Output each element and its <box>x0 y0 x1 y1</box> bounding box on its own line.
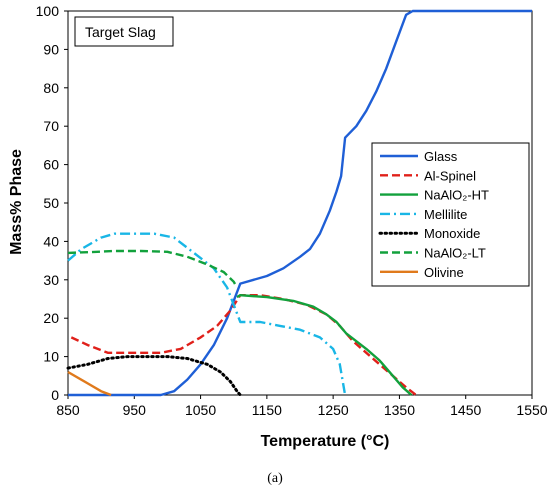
legend: Glass Al-Spinel NaAlO₂-HT Mellilite Monoxide… <box>371 142 530 287</box>
y-tick-label: 40 <box>43 233 59 249</box>
y-tick-label: 10 <box>43 349 59 365</box>
x-tick-label: 1150 <box>252 402 282 418</box>
legend-label-naalo-lt: NaAlO₂-LT <box>424 246 486 261</box>
annotation-text: Target Slag <box>85 24 156 40</box>
axes <box>64 10 533 399</box>
series-line-mellilite <box>67 232 347 396</box>
x-tick-label: 1450 <box>450 402 481 418</box>
x-tick-label: 850 <box>56 402 80 418</box>
legend-label-olivine: Olivine <box>424 265 464 280</box>
series-line-monoxide <box>66 355 242 397</box>
figure-caption: (a) <box>267 471 283 486</box>
series-line-naalo-lt <box>67 249 239 289</box>
y-axis-title: Mass% Phase <box>8 149 25 255</box>
y-tick-label: 100 <box>36 3 60 19</box>
y-tick-label: 30 <box>43 272 59 288</box>
x-tick-label: 1250 <box>318 402 349 418</box>
series-group <box>66 9 532 397</box>
x-tick-label: 1050 <box>185 402 216 418</box>
series-line-al-spinel <box>70 294 417 396</box>
y-tick-label: 60 <box>43 157 59 173</box>
x-axis-title: Temperature (°C) <box>261 433 390 450</box>
legend-label-glass: Glass <box>424 149 458 164</box>
legend-label-mellilite: Mellilite <box>424 207 467 222</box>
series-line-naalo-ht <box>236 294 413 396</box>
y-tick-label: 70 <box>43 118 59 134</box>
y-tick-label: 80 <box>43 80 59 96</box>
annotation-box: Target Slag <box>74 16 174 47</box>
legend-label-monoxide: Monoxide <box>424 226 480 241</box>
x-tick-label: 950 <box>123 402 147 418</box>
x-tick-label: 1550 <box>516 402 547 418</box>
legend-label-al-spinel: Al-Spinel <box>424 168 476 183</box>
y-tick-label: 20 <box>43 310 59 326</box>
tick-labels: 850 950 1050 1150 1250 1350 1450 1550 0 10 20 30 40 5… <box>36 3 548 418</box>
legend-label-naalo-ht: NaAlO₂-HT <box>424 188 489 203</box>
x-tick-label: 1350 <box>384 402 415 418</box>
y-tick-label: 90 <box>43 41 59 57</box>
legend-box <box>371 142 530 287</box>
y-tick-label: 50 <box>43 195 59 211</box>
series-line-olivine <box>67 370 112 397</box>
series-line-glass <box>68 9 532 397</box>
y-tick-label: 0 <box>51 387 59 403</box>
